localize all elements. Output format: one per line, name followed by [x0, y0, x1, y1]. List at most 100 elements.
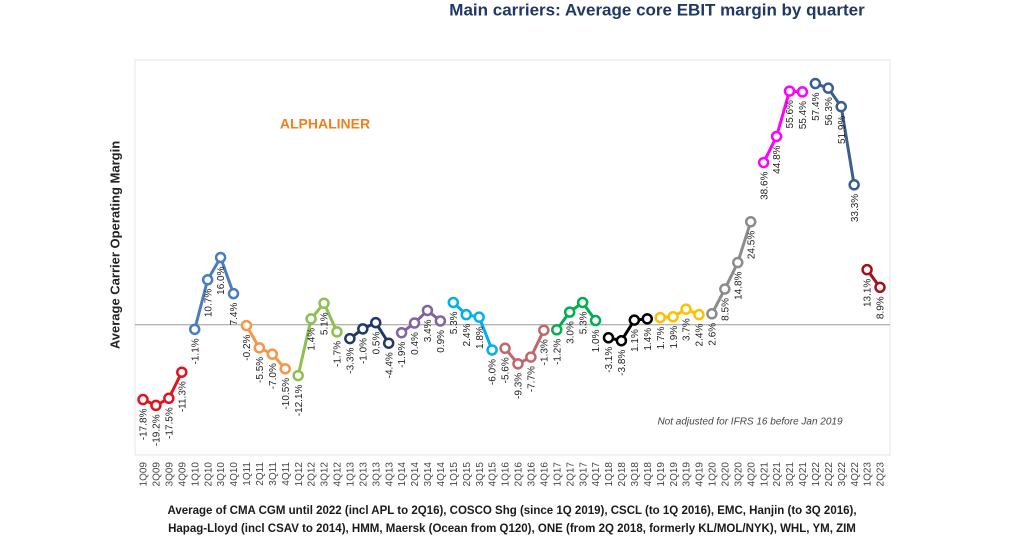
- data-label: 33.3%: [850, 194, 861, 222]
- point: [240, 319, 253, 332]
- data-label: -4.4%: [384, 352, 395, 378]
- x-tick-label: 4Q22: [850, 462, 861, 487]
- data-label: 1.4%: [307, 328, 318, 351]
- point: [331, 326, 343, 338]
- line-segment: [503, 329, 546, 366]
- x-tick-label: 3Q16: [527, 462, 538, 487]
- point: [796, 86, 809, 98]
- point: [667, 311, 679, 323]
- x-tick-label: 2Q18: [617, 462, 628, 487]
- point: [809, 77, 822, 90]
- x-tick-label: 3Q17: [578, 462, 589, 487]
- data-label: 2.4%: [462, 324, 473, 347]
- x-tick-label: 2Q12: [307, 462, 318, 487]
- data-label: 44.8%: [772, 145, 783, 173]
- point: [525, 351, 537, 363]
- point: [861, 263, 873, 276]
- point: [447, 296, 460, 309]
- x-tick-label: 4Q21: [798, 462, 809, 487]
- x-tick-label: 2Q09: [152, 462, 163, 487]
- point: [421, 304, 434, 317]
- point: [589, 314, 602, 327]
- x-tick-label: 3Q22: [837, 462, 848, 487]
- watermark: ALPHALINER: [280, 116, 370, 132]
- point: [563, 306, 576, 318]
- x-tick-label: 4Q17: [591, 462, 602, 487]
- point: [382, 337, 395, 349]
- data-label: 0.4%: [410, 332, 421, 355]
- point: [602, 332, 615, 344]
- line-segment: [710, 221, 753, 315]
- point: [512, 358, 524, 370]
- point: [615, 334, 628, 347]
- point: [460, 308, 472, 321]
- data-label: 8.9%: [876, 296, 887, 319]
- data-label: 10.7%: [203, 289, 214, 317]
- data-label: 24.5%: [746, 231, 757, 259]
- data-label: 5.1%: [320, 312, 331, 335]
- x-tick-label: 4Q10: [229, 462, 240, 487]
- data-label: 5.3%: [449, 311, 460, 334]
- x-tick-label: 3Q09: [165, 462, 176, 487]
- point: [654, 311, 666, 324]
- line-segment: [452, 301, 494, 351]
- point: [486, 344, 498, 356]
- point: [279, 363, 291, 375]
- point: [292, 369, 304, 382]
- x-tick-label: 4Q13: [384, 462, 395, 487]
- point: [266, 348, 279, 360]
- data-label: 13.1%: [863, 279, 874, 307]
- x-tick-label: 2Q10: [203, 462, 214, 487]
- note: Not adjusted for IFRS 16 before Jan 2019: [657, 417, 843, 428]
- x-tick-label: 2Q21: [772, 462, 783, 487]
- x-tick-label: 3Q13: [371, 462, 382, 487]
- data-label: 51.9%: [837, 116, 848, 144]
- data-label: 16.0%: [216, 266, 227, 294]
- data-label: 1.7%: [656, 326, 667, 349]
- data-label: 1.1%: [630, 329, 641, 352]
- data-label: 0.9%: [436, 330, 447, 353]
- point: [499, 342, 511, 355]
- point: [835, 100, 847, 113]
- data-label: -10.5%: [281, 378, 292, 410]
- x-tick-label: 4Q19: [695, 462, 706, 487]
- data-label: 1.4%: [643, 328, 654, 351]
- data-label: -19.2%: [152, 414, 163, 446]
- point: [822, 82, 835, 94]
- point: [253, 342, 266, 354]
- data-label: -1.1%: [190, 338, 201, 364]
- x-tick-label: 1Q20: [708, 462, 719, 487]
- x-tick-label: 1Q16: [501, 462, 512, 487]
- data-label: 14.8%: [733, 271, 744, 299]
- point: [150, 399, 162, 412]
- line-segment: [193, 253, 235, 330]
- x-tick-label: 1Q19: [656, 462, 667, 487]
- point: [176, 366, 188, 378]
- data-label: -0.2%: [242, 334, 253, 360]
- x-tick-label: 2Q16: [514, 462, 525, 487]
- point: [201, 274, 214, 286]
- x-tick-label: 3Q15: [475, 462, 486, 487]
- chart-title: Main carriers: Average core EBIT margin …: [449, 0, 865, 19]
- point: [163, 392, 175, 405]
- point: [473, 311, 485, 323]
- footnote: Average of CMA CGM until 2022 (incl APL …: [167, 505, 856, 517]
- data-label: -7.7%: [527, 366, 538, 392]
- data-label: 3.4%: [423, 319, 434, 342]
- line-segment: [348, 320, 390, 345]
- point: [137, 393, 149, 406]
- data-label: 3.7%: [682, 318, 693, 341]
- point: [719, 283, 731, 295]
- point: [551, 324, 563, 336]
- data-label: 1.9%: [669, 326, 680, 349]
- x-tick-label: 4Q12: [333, 462, 344, 487]
- data-label: -7.0%: [268, 363, 279, 389]
- line-segment: [555, 300, 597, 331]
- x-tick-label: 4Q18: [643, 462, 654, 487]
- line-segment: [660, 307, 700, 320]
- data-label: -1.7%: [333, 341, 344, 367]
- data-label: -1.9%: [397, 342, 408, 368]
- x-tick-label: 2Q17: [565, 462, 576, 487]
- x-tick-label: 3Q12: [320, 462, 331, 487]
- x-tick-label: 2Q22: [824, 462, 835, 487]
